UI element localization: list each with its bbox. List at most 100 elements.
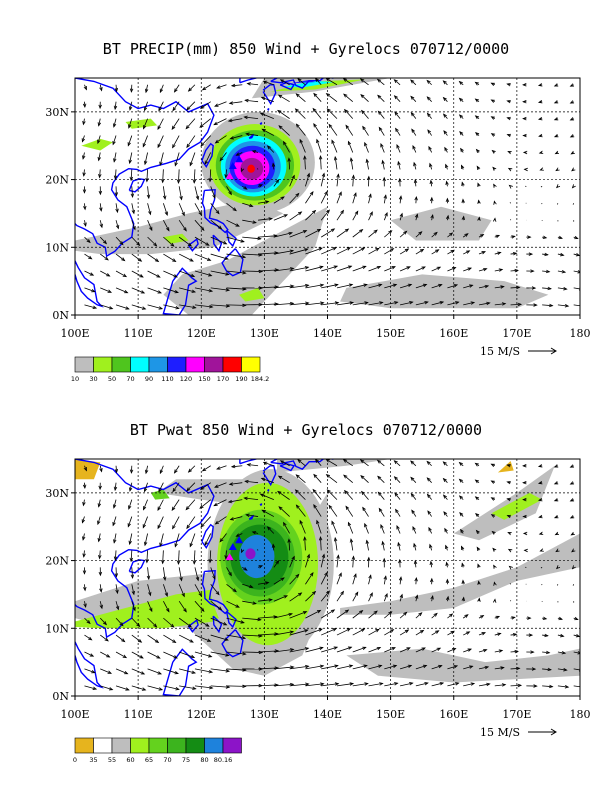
wind-arrow: [215, 516, 227, 525]
wind-arrowhead: [388, 611, 393, 616]
wind-arrow: [159, 152, 164, 166]
wind-arrowhead: [201, 467, 207, 472]
wind-arrowhead: [514, 268, 519, 273]
wind-arrow: [226, 186, 232, 195]
wind-arrow: [131, 601, 136, 611]
wind-arrowhead: [389, 248, 395, 252]
wind-arrow: [321, 683, 339, 687]
wind-arrow: [194, 236, 210, 246]
wind-arrowhead: [280, 577, 285, 582]
wind-arrowhead: [452, 267, 457, 271]
wind-arrowhead: [461, 596, 466, 602]
wind-arrowhead: [265, 200, 270, 204]
wind-arrowhead: [419, 629, 425, 634]
wind-arrowhead: [208, 178, 212, 183]
wind-arrow: [540, 566, 543, 569]
wind-arrowhead: [351, 174, 356, 179]
wind-arrow: [352, 683, 368, 687]
wind-arrowhead: [165, 608, 170, 613]
wind-arrowhead: [161, 559, 165, 565]
wind-arrow: [343, 474, 354, 484]
wind-arrowhead: [349, 157, 354, 162]
wind-arrowhead: [359, 609, 364, 614]
wind-arrow: [305, 302, 324, 306]
coastline-2: [128, 178, 146, 193]
wind-arrowhead: [143, 125, 147, 130]
wind-arrow: [463, 648, 472, 653]
wind-arrowhead: [397, 541, 401, 547]
wind-arrow: [326, 78, 338, 86]
wind-arrowhead: [183, 227, 187, 232]
wind-arrow: [258, 252, 278, 255]
wind-arrowhead: [153, 242, 158, 247]
wind-arrow: [226, 304, 246, 306]
wind-arrow: [131, 685, 146, 691]
coastline-5: [225, 610, 237, 629]
wind-arrow: [305, 554, 310, 568]
wind-arrow: [144, 152, 148, 165]
wind-arrow: [352, 665, 367, 670]
x-tick-label: 130E: [250, 708, 279, 721]
wind-arrowhead: [571, 184, 576, 189]
coastline-4: [201, 188, 229, 234]
wind-arrowhead: [277, 109, 282, 114]
wind-arrow: [147, 304, 163, 310]
wind-arrowhead: [172, 525, 176, 530]
wind-arrowhead: [215, 210, 220, 215]
wind-arrowhead: [522, 464, 527, 468]
wind-arrow: [131, 567, 133, 578]
wind-arrow: [114, 101, 117, 110]
wind-arrowhead: [189, 258, 194, 262]
wind-arrowhead: [538, 150, 544, 155]
wind-arrowhead: [278, 125, 283, 130]
wind-arrowhead: [553, 83, 559, 87]
wind-arrowhead: [159, 161, 163, 167]
wind-arrow: [556, 203, 559, 205]
wind-arrow: [336, 265, 352, 272]
coastline-16: [267, 108, 270, 111]
wind-arrow: [242, 634, 262, 637]
coastline-15: [259, 122, 263, 126]
wind-arrowhead: [200, 226, 205, 231]
wind-arrow: [262, 509, 275, 517]
wind-arrow: [229, 101, 243, 104]
wind-arrow: [194, 186, 199, 200]
wind-arrowhead: [124, 289, 129, 294]
wind-arrow: [194, 567, 199, 581]
wind-arrowhead: [146, 575, 151, 581]
wind-arrowhead: [189, 161, 193, 167]
wind-arrow: [478, 632, 486, 636]
wind-arrow: [415, 665, 427, 670]
wind-arrowhead: [523, 167, 528, 172]
colorbar-swatch: [167, 356, 187, 373]
wind-arrowhead: [558, 235, 563, 240]
wind-arrow: [431, 647, 441, 653]
wind-arrowhead: [148, 591, 152, 597]
colorbar-swatch: [185, 356, 205, 373]
wind-arrow: [361, 110, 369, 119]
wind-arrow: [427, 510, 432, 517]
wind-arrowhead: [83, 222, 87, 227]
wind-arrow: [98, 533, 101, 542]
wind-arrow: [383, 212, 388, 221]
wind-arrow: [84, 304, 97, 309]
wind-arrow: [313, 123, 322, 136]
gyre-marker-0: [225, 553, 234, 561]
wind-arrowhead: [112, 140, 116, 146]
wind-arrowhead: [336, 554, 340, 559]
wind-arrowhead: [309, 190, 314, 196]
x-tick-label: 100E: [60, 708, 89, 721]
wind-arrowhead: [313, 122, 317, 128]
wind-arrow: [112, 516, 117, 526]
wind-arrowhead: [563, 668, 568, 672]
wind-arrowhead: [218, 606, 223, 611]
field-contour-10: [497, 461, 514, 473]
wind-arrowhead: [98, 554, 102, 560]
wind-arrowhead: [477, 563, 481, 568]
wind-arrow: [368, 683, 383, 687]
wind-arrow: [273, 302, 294, 306]
wind-arrow: [414, 560, 417, 568]
wind-arrowhead: [266, 145, 271, 150]
wind-arrow: [100, 651, 110, 658]
wind-arrow: [410, 477, 417, 483]
